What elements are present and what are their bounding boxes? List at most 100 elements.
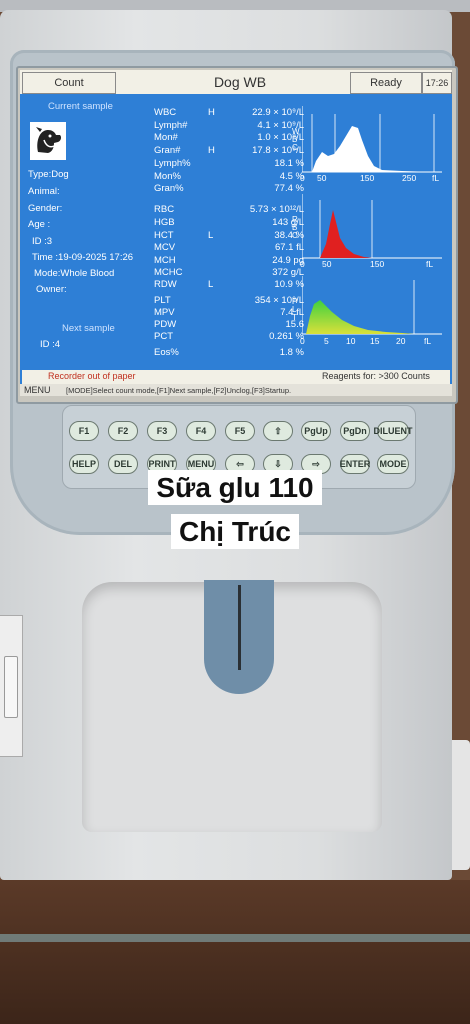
- result-row-gran-count: Gran# H 17.8 × 10⁹/L: [154, 145, 304, 157]
- result-row-rdw: RDW L 10.9 %: [154, 279, 304, 291]
- result-row-pct: PCT 0.261 %: [154, 331, 304, 343]
- rbc-tick-50: 50: [322, 259, 332, 269]
- gender-label: Gender:: [28, 203, 63, 214]
- result-row-wbc: WBC H 22.9 × 10⁹/L: [154, 107, 304, 119]
- key-row1-2[interactable]: F3: [147, 421, 177, 441]
- result-name: Eos%: [154, 347, 179, 358]
- result-value: 38.4 %: [274, 230, 304, 241]
- result-value: 5.73 × 10¹²/L: [249, 204, 304, 215]
- rbc-tick-0: 0: [300, 259, 305, 269]
- analyzer-screen: Count Dog WB Ready 17:26 Current sample …: [20, 70, 452, 396]
- current-sample-label: Current sample: [48, 101, 113, 112]
- key-row2-0[interactable]: HELP: [69, 454, 99, 474]
- owner-label: Owner:: [36, 284, 67, 295]
- count-tab[interactable]: Count: [22, 72, 116, 94]
- result-name: Mon%: [154, 171, 181, 182]
- result-row-gran-pct: Gran% 77.4 %: [154, 183, 304, 195]
- key-row1-1[interactable]: F2: [108, 421, 138, 441]
- plt-tick-15: 15: [370, 336, 380, 346]
- age-label: Age :: [28, 219, 51, 230]
- result-name: Gran%: [154, 183, 184, 194]
- status-ready: Ready: [350, 72, 422, 94]
- result-name: HCT: [154, 230, 174, 241]
- reagent-status: Reagents for: >300 Counts: [322, 371, 430, 381]
- key-row1-6[interactable]: PgUp: [301, 421, 331, 441]
- result-value: 1.0 × 10⁹/L: [257, 132, 304, 143]
- wbc-tick-150: 150: [360, 173, 375, 183]
- key-row2-6[interactable]: ⇨: [301, 454, 331, 474]
- rbc-tick-150: 150: [370, 259, 385, 269]
- result-row-lymph-count: Lymph# 4.1 × 10⁹/L: [154, 120, 304, 132]
- result-name: Mon#: [154, 132, 178, 143]
- result-name: Gran#: [154, 145, 181, 156]
- result-name: PDW: [154, 319, 177, 330]
- result-value: 15.6: [285, 319, 305, 330]
- plt-tick-0: 0: [300, 336, 305, 346]
- result-value: 7.4 fL: [280, 307, 304, 318]
- next-sample-label: Next sample: [62, 323, 115, 334]
- result-row-mon-count: Mon# 1.0 × 10⁹/L: [154, 132, 304, 144]
- result-name: RDW: [154, 279, 177, 290]
- clock: 17:26: [422, 72, 452, 94]
- key-row1-0[interactable]: F1: [69, 421, 99, 441]
- result-value: 67.1 fL: [274, 242, 304, 253]
- result-name: MCH: [154, 255, 176, 266]
- key-row1-4[interactable]: F5: [225, 421, 255, 441]
- plt-histogram: [302, 276, 442, 335]
- plt-tick-20: 20: [396, 336, 406, 346]
- result-row-hgb: HGB 143 g/L: [154, 217, 304, 229]
- title-bar: Count Dog WB Ready 17:26: [20, 70, 452, 94]
- side-panel: [0, 615, 23, 757]
- mode-label: Mode:Whole Blood: [34, 268, 115, 279]
- result-row-lymph-pct: Lymph% 18.1 %: [154, 158, 304, 170]
- background-top: [0, 0, 470, 12]
- wbc-histogram: [302, 106, 442, 173]
- rbc-histogram: [302, 194, 442, 259]
- result-row-mcv: MCV 67.1 fL: [154, 242, 304, 254]
- key-row2-5[interactable]: ⇩: [263, 454, 293, 474]
- key-row2-1[interactable]: DEL: [108, 454, 138, 474]
- result-flag: H: [208, 107, 215, 118]
- key-row1-7[interactable]: PgDn: [340, 421, 370, 441]
- result-value: 24.9 pg: [272, 255, 304, 266]
- result-name: MCV: [154, 242, 176, 253]
- wbc-tick-50: 50: [317, 173, 327, 183]
- result-flag: H: [208, 145, 215, 156]
- key-row2-8[interactable]: MODE: [377, 454, 409, 474]
- key-row1-8[interactable]: DILUENT: [374, 421, 413, 441]
- result-value: 10.9 %: [274, 279, 304, 290]
- result-name: MCHC: [154, 267, 183, 278]
- result-name: RBC: [154, 204, 175, 215]
- wbc-tick-fl: fL: [432, 173, 440, 183]
- id-label: ID :3: [32, 236, 53, 247]
- wbc-tick-0: 0: [300, 173, 305, 183]
- result-row-rbc: RBC 5.73 × 10¹²/L: [154, 204, 304, 216]
- result-row-plt: PLT 354 × 10⁹/L: [154, 295, 304, 307]
- plt-tick-10: 10: [346, 336, 356, 346]
- wbc-tick-250: 250: [402, 173, 417, 183]
- result-name: Lymph%: [154, 158, 191, 169]
- result-row-mon-pct: Mon% 4.5 %: [154, 171, 304, 183]
- key-row2-7[interactable]: ENTER: [340, 454, 370, 474]
- result-name: HGB: [154, 217, 175, 228]
- result-value: 1.8 %: [279, 347, 304, 358]
- result-row-mpv: MPV 7.4 fL: [154, 307, 304, 319]
- result-value: 22.9 × 10⁹/L: [252, 107, 304, 118]
- rbc-tick-fl: fL: [426, 259, 434, 269]
- result-value: 17.8 × 10⁹/L: [252, 145, 304, 156]
- result-value: 18.1 %: [274, 158, 304, 169]
- key-row1-3[interactable]: F4: [186, 421, 216, 441]
- time-label: Time :19-09-2025 17:26: [32, 252, 134, 263]
- menu-label[interactable]: MENU: [24, 385, 51, 395]
- side-slot: [4, 656, 18, 718]
- caption-line-2: Chị Trúc: [0, 514, 470, 549]
- key-row1-5[interactable]: ⇧: [263, 421, 293, 441]
- menu-bar: MENU [MODE]Select count mode,[F1]Next sa…: [20, 384, 452, 396]
- result-value: 4.5 %: [279, 171, 304, 182]
- menu-hint: [MODE]Select count mode,[F1]Next sample,…: [66, 386, 292, 395]
- next-id-label: ID :4: [40, 339, 61, 350]
- result-flag: L: [208, 279, 214, 290]
